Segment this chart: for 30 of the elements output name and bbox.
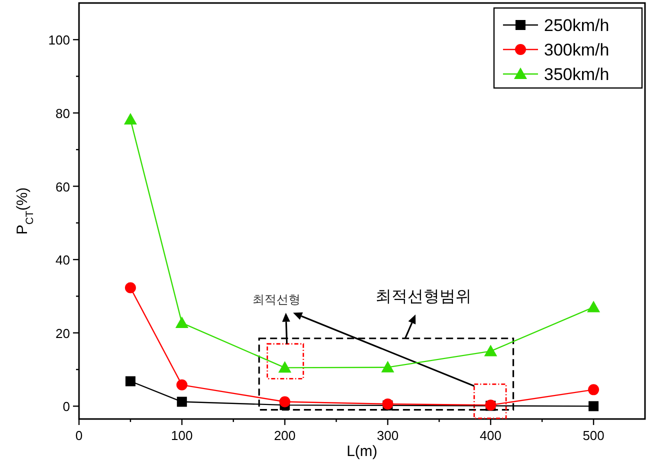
point [484, 344, 498, 356]
point [279, 396, 290, 408]
y-tick-label: 60 [56, 179, 70, 194]
legend-label: 250km/h [544, 16, 610, 35]
legend-label: 350km/h [544, 65, 610, 84]
point [588, 401, 599, 412]
x-tick-label: 500 [582, 428, 604, 443]
point [176, 396, 187, 407]
y-tick-label: 0 [62, 399, 70, 414]
x-axis-title: L(m) [346, 443, 378, 460]
y-tick-label: 20 [56, 326, 70, 341]
y-tick-label: 40 [56, 252, 70, 268]
point [381, 360, 394, 372]
point [124, 282, 136, 294]
point [176, 379, 188, 390]
x-tick-label: 400 [480, 428, 502, 443]
annotation: 최적선형범위 [376, 288, 472, 306]
point [125, 376, 136, 386]
point [175, 316, 188, 328]
point [587, 300, 600, 312]
point [588, 384, 600, 396]
legend-label: 300km/h [544, 40, 610, 60]
y-tick-label: 80 [56, 106, 70, 121]
x-tick-label: 300 [376, 428, 399, 443]
x-tick-label: 200 [274, 428, 296, 443]
y-tick-label: 100 [48, 32, 70, 48]
annotation: 최적선형 [252, 292, 301, 307]
x-tick-label: 0 [75, 428, 83, 443]
x-tick-label: 100 [171, 428, 193, 443]
point [124, 113, 137, 125]
